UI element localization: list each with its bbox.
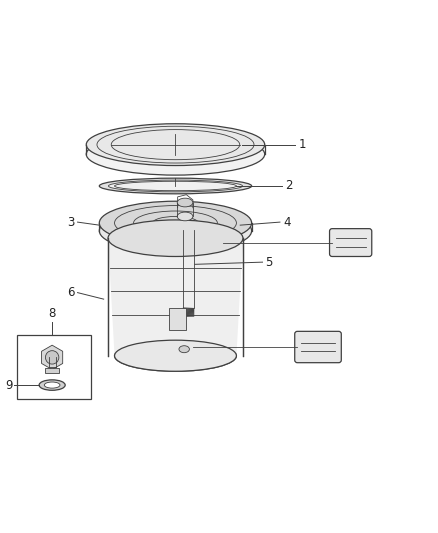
Ellipse shape	[115, 340, 237, 372]
Bar	[210, 353, 228, 360]
Ellipse shape	[44, 382, 60, 388]
Ellipse shape	[177, 212, 193, 221]
FancyBboxPatch shape	[295, 332, 341, 362]
Ellipse shape	[99, 209, 252, 253]
Bar	[17, 335, 91, 399]
Polygon shape	[108, 238, 243, 356]
Ellipse shape	[86, 124, 265, 166]
Ellipse shape	[177, 198, 193, 207]
Ellipse shape	[179, 346, 189, 353]
Bar	[45, 368, 59, 373]
Ellipse shape	[99, 201, 252, 245]
FancyBboxPatch shape	[329, 229, 372, 256]
Ellipse shape	[46, 351, 59, 364]
Ellipse shape	[115, 340, 237, 372]
Text: 5: 5	[265, 256, 273, 269]
Text: 9: 9	[5, 378, 12, 392]
Ellipse shape	[86, 133, 265, 175]
Ellipse shape	[109, 180, 243, 192]
Text: 2: 2	[285, 180, 293, 192]
Text: 1: 1	[298, 138, 306, 151]
Text: 8: 8	[49, 307, 56, 320]
Bar	[169, 308, 186, 329]
Ellipse shape	[108, 220, 243, 256]
Polygon shape	[42, 345, 63, 369]
Bar	[132, 353, 149, 360]
Ellipse shape	[99, 178, 252, 194]
Text: 4: 4	[283, 216, 290, 229]
Text: 3: 3	[67, 216, 74, 229]
Text: 6: 6	[67, 286, 74, 299]
Ellipse shape	[39, 380, 65, 390]
